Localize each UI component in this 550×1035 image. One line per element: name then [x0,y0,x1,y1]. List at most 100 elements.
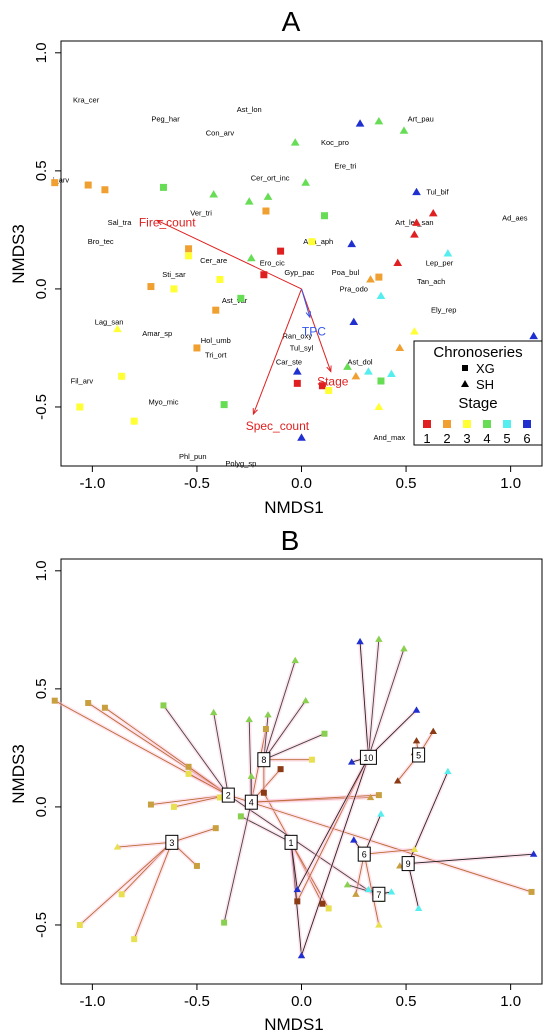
spider-line [188,773,229,796]
panel-a-y-axis-label: NMDS3 [9,224,28,284]
spider-line [364,848,415,855]
point-triangle [351,371,361,380]
point-triangle [350,836,358,843]
legend-stage-swatch [503,420,511,428]
legend-stage-label: 5 [503,431,510,446]
point-triangle [301,696,310,704]
vector-arrow [156,219,302,290]
point-square [318,382,326,390]
spider-line [188,766,229,796]
centroid-box [165,834,179,850]
species-label: Kra_cer [73,95,100,104]
vector-label: Fire_count [139,215,196,229]
panel-b-plot-frame [60,558,543,985]
point-square [260,271,268,279]
x-tick-label: -0.5 [184,993,210,1010]
point-square [319,900,326,907]
spider-line [79,841,173,926]
point-triangle [375,635,383,642]
centroid-label: 7 [376,890,381,900]
centroid-box [412,747,426,763]
x-tick-label: 0.0 [291,475,312,492]
species-label: Lag_san [95,317,124,326]
panel-b: B -1.0 -0.5 0.0 0.5 1.0 -0.50.00.51.0 NMDS1 … [9,525,543,1034]
species-label: Myo_mic [148,398,178,407]
point-triangle [529,850,538,857]
species-label: Sti_sar [162,270,186,279]
vector-arrow [252,288,302,415]
point-square [321,212,329,220]
centroid-box [257,752,271,768]
point-triangle [290,138,300,146]
y-tick-label: -0.5 [33,394,50,420]
point-square [377,377,385,385]
panel-b-points [51,635,538,959]
vector-arrowhead [305,311,312,319]
panel-a: A -1.0 -0.5 0.0 0.5 1.0 -0.50.00.51.0 NMDS1 … [9,6,543,517]
point-triangle [412,187,421,196]
x-tick-label: -1.0 [79,475,105,492]
species-label: Pra_odo [340,284,368,293]
point-triangle [356,637,364,645]
point-triangle [377,810,385,817]
point-square [147,283,155,291]
species-label: Ana_aph [303,237,333,246]
point-triangle [529,331,538,340]
panel-a-x-ticks: -1.0 -0.5 0.0 0.5 1.0 [79,466,521,492]
species-label: Tri_ort [205,350,227,359]
point-triangle [297,951,306,959]
point-square [185,252,193,260]
centroid-box [221,787,235,803]
species-label: Ero_cic [260,258,285,267]
point-square [193,344,201,352]
point-triangle [410,845,419,853]
point-triangle [375,921,383,928]
centroid-box [357,846,371,862]
point-triangle [209,190,219,198]
legend-stage-swatch [463,420,471,428]
legend-stage-label: 1 [423,431,430,446]
panel-a-points [51,116,538,441]
centroid-label: 6 [362,850,367,860]
species-label: Sal_tra [108,218,133,227]
point-square [262,726,269,732]
point-square [76,921,83,928]
panel-a-y-ticks: -0.5 0.0 0.5 1.0 [33,42,61,420]
point-triangle [113,843,122,850]
point-triangle [245,715,253,723]
legend-item-xg: XG [476,361,495,376]
point-square [159,183,167,191]
y-tick-label: 0.0 [33,796,50,817]
point-square [193,862,200,869]
point-triangle [374,116,384,125]
point-triangle [396,862,404,869]
point-square [118,891,125,898]
point-triangle [410,327,419,335]
point-triangle [244,197,254,205]
species-label: Poa_bul [332,268,360,277]
point-square [260,789,267,796]
species-label: Gyp_pac [284,268,314,277]
spider-line [87,702,229,796]
point-triangle [366,793,375,801]
point-square [101,186,109,194]
panel-a-title: A [282,6,301,37]
point-square [237,813,244,820]
panel-a-x-axis-label: NMDS1 [264,498,324,517]
point-square [293,379,301,387]
point-square [212,306,220,314]
panel-a-species-labels: Kra_cer Peg_har Ast_lon Con_arv Art_pau Koc_p… [53,95,528,468]
spider-line [213,712,229,796]
point-square [185,245,193,253]
species-label: Amar_sp [142,329,172,338]
centroid-box [359,749,377,765]
panel-b-spider-lines [53,639,534,957]
point-square [375,273,383,281]
legend-title-stage: Stage [458,395,497,412]
legend-stage-swatch [523,420,531,428]
point-triangle [209,708,218,716]
point-square [277,247,285,255]
point-square [185,763,192,770]
point-triangle [291,656,299,664]
